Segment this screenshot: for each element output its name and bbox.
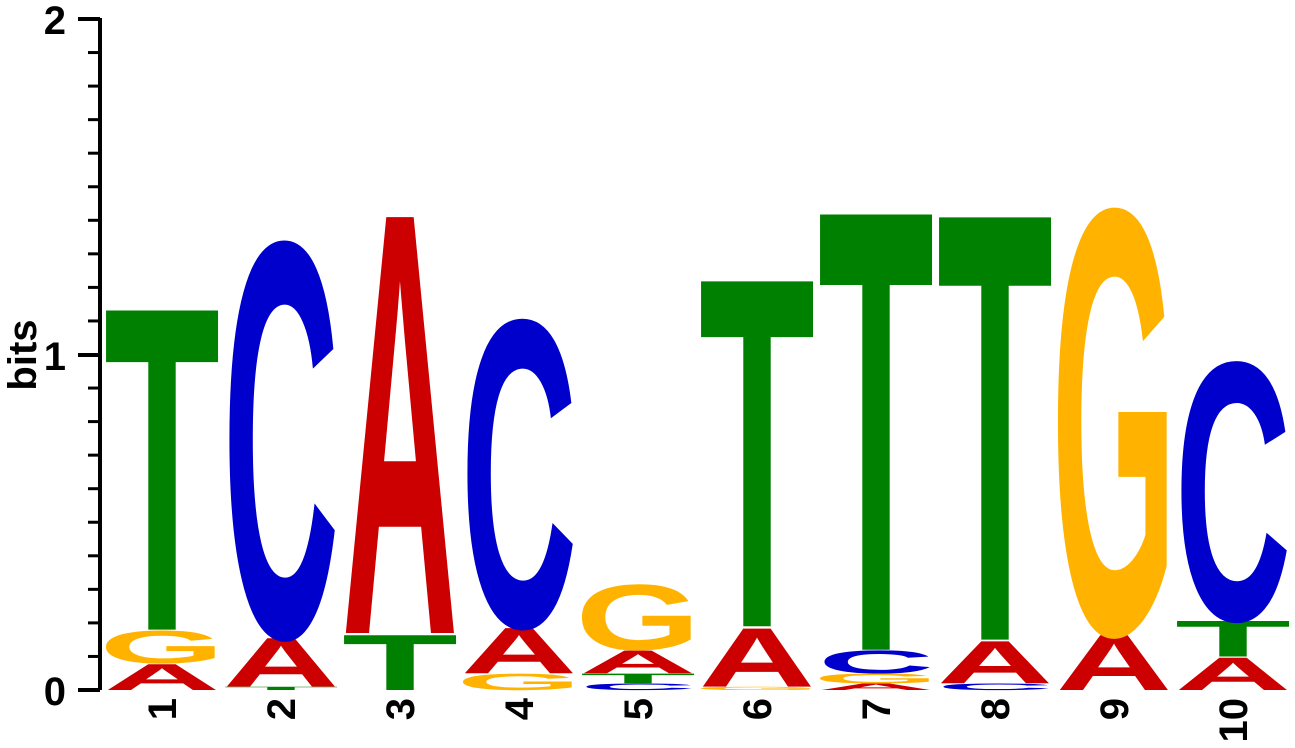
position-label-9: 9 [1093,698,1137,720]
position-label-5: 5 [617,698,661,720]
y-axis: 2 1 0 bits [1,0,102,714]
position-label-6: 6 [736,698,780,720]
position-label-8: 8 [974,698,1018,720]
logo-letter-g: G [575,565,700,670]
position-label-3: 3 [379,698,423,720]
logo-letter-t: T [818,77,934,748]
logo-letter-t: T [1175,610,1291,668]
logo-letter-a: A [104,656,220,698]
logo-letter-g: G [694,686,819,691]
logo-letter-a: A [1056,618,1172,707]
y-axis-minor-ticks [88,51,100,658]
logo-letter-t: T [937,86,1053,748]
logo-letter-a: A [1175,648,1291,700]
position-label-1: 1 [141,698,185,720]
y-tick-label-1: 1 [44,335,66,379]
logo-letter-c: C [461,229,577,720]
logo-letter-c: C [580,682,696,692]
logo-letter-c: C [937,682,1053,692]
y-tick-label-0: 0 [44,670,66,714]
logo-letter-t: T [699,174,815,733]
logo-letter-c: C [223,125,339,748]
logo-letter-g: G [813,671,938,687]
logo-letter-t: T [342,618,458,707]
position-label-4: 4 [498,697,542,720]
position-label-10: 10 [1212,698,1256,743]
logo-letter-a: A [699,611,815,705]
logo-letter-g: G [456,669,581,695]
y-axis-label: bits [1,319,45,390]
logo-letter-a: A [580,644,696,681]
logo-letter-a: A [937,628,1053,696]
logo-letter-t: T [580,671,696,687]
logo-letter-a: A [223,623,339,702]
logo-letter-g: G [1051,83,1176,748]
y-tick-label-2: 2 [44,0,66,43]
position-label-2: 2 [260,698,304,720]
logo-letter-t: T [104,211,220,729]
logo-letter-c: C [818,644,934,681]
logo-letter-t: T [223,686,339,691]
logo-letter-c: C [1175,286,1291,698]
logo-letter-g: G [99,621,224,673]
position-label-7: 7 [855,698,899,720]
logo-letter-a: A [342,86,458,748]
position-labels: 1 2 3 4 5 6 7 8 9 10 [141,697,1256,742]
logo-letter-a: A [461,615,577,688]
logo-letter-a: A [818,682,934,692]
